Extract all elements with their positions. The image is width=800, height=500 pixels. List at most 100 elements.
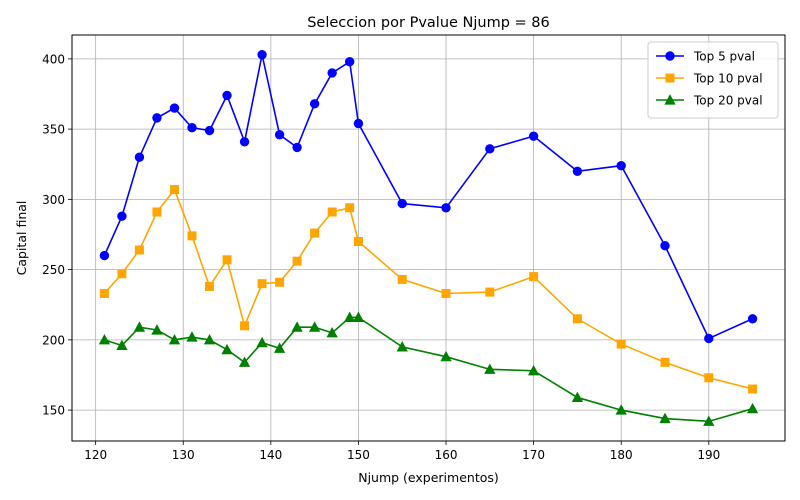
- data-point: [485, 144, 495, 154]
- data-point: [205, 281, 215, 291]
- data-point: [308, 321, 321, 332]
- x-tick-label: 180: [610, 448, 633, 462]
- data-point: [98, 333, 111, 345]
- data-point: [187, 231, 197, 241]
- data-point: [616, 160, 626, 171]
- chart-title: Seleccion por Pvalue Njump = 86: [307, 15, 550, 31]
- data-point: [133, 321, 146, 332]
- data-point: [168, 333, 181, 345]
- data-point: [222, 255, 232, 265]
- series-line: [104, 316, 753, 423]
- data-point: [660, 241, 670, 251]
- data-point: [117, 211, 127, 221]
- series-top-20-pval: [98, 311, 759, 426]
- data-point: [747, 314, 758, 324]
- data-point: [186, 331, 198, 342]
- data-point: [327, 207, 337, 217]
- y-tick-label: 250: [42, 263, 65, 277]
- legend-entry: Top 5 pval: [656, 50, 755, 64]
- data-point: [310, 228, 320, 238]
- data-point: [528, 131, 539, 141]
- y-tick-label: 300: [42, 193, 65, 207]
- legend-entry: Top 20 pval: [656, 94, 763, 108]
- data-point: [703, 415, 715, 426]
- legend-label: Top 20 pval: [693, 94, 763, 108]
- data-point: [440, 350, 452, 362]
- data-point: [151, 324, 163, 335]
- data-point: [134, 152, 145, 162]
- x-tick-label: 130: [172, 448, 195, 462]
- data-point: [240, 321, 250, 331]
- data-point: [292, 142, 302, 153]
- legend: Top 5 pval Top 10 pval Top 20 pval: [647, 41, 779, 119]
- x-tick-label: 140: [259, 448, 282, 462]
- data-point: [397, 198, 407, 209]
- legend-marker: [664, 94, 676, 105]
- data-point: [221, 343, 233, 355]
- data-point: [746, 402, 759, 414]
- data-point: [257, 279, 267, 289]
- data-point: [704, 373, 714, 383]
- data-point: [704, 333, 714, 344]
- data-point: [204, 125, 215, 136]
- legend-box: [647, 41, 779, 119]
- y-tick-label: 150: [42, 404, 65, 418]
- legend-entry: Top 10 pval: [656, 72, 763, 86]
- data-point: [660, 357, 670, 367]
- legend-marker: [665, 73, 675, 83]
- data-point: [169, 185, 179, 195]
- y-tick-label: 400: [42, 52, 65, 66]
- data-point: [344, 56, 355, 67]
- data-point: [187, 123, 197, 133]
- data-point: [529, 272, 539, 282]
- data-point: [309, 99, 320, 109]
- data-point: [659, 412, 671, 424]
- x-tick-label: 170: [522, 448, 545, 462]
- series-layer: [98, 49, 759, 426]
- ticks: 120 130 140 150 160 170 180 190 150 200 250 300 350 4…: [42, 52, 720, 462]
- series-top-5-pval: [99, 49, 758, 344]
- data-point: [441, 203, 451, 213]
- x-tick-label: 120: [84, 448, 107, 462]
- data-point: [396, 341, 408, 352]
- series-top-10-pval: [99, 185, 758, 394]
- data-point: [256, 336, 268, 348]
- data-point: [527, 364, 540, 376]
- data-point: [572, 314, 582, 324]
- x-tick-label: 190: [697, 448, 720, 462]
- data-point: [441, 288, 451, 298]
- x-tick-label: 160: [435, 448, 458, 462]
- data-point: [152, 113, 162, 123]
- data-point: [397, 274, 407, 284]
- y-axis-label: Capital final: [14, 201, 29, 276]
- data-point: [748, 384, 758, 394]
- data-point: [274, 130, 285, 140]
- legend-label: Top 10 pval: [693, 72, 763, 86]
- y-tick-label: 200: [42, 333, 65, 347]
- x-axis-label: Njump (experimentos): [358, 470, 499, 485]
- legend-marker: [665, 51, 675, 61]
- data-point: [291, 321, 303, 332]
- data-point: [615, 404, 627, 415]
- data-point: [352, 311, 365, 322]
- data-point: [572, 166, 583, 176]
- data-point: [485, 287, 495, 297]
- data-point: [353, 237, 363, 247]
- data-point: [99, 288, 109, 298]
- data-point: [353, 118, 364, 129]
- data-point: [484, 363, 496, 374]
- data-point: [203, 333, 216, 345]
- data-point: [238, 356, 251, 367]
- data-point: [292, 256, 302, 266]
- data-point: [134, 245, 144, 255]
- x-tick-label: 150: [347, 448, 370, 462]
- data-point: [327, 68, 337, 78]
- data-point: [116, 339, 128, 351]
- data-point: [326, 326, 338, 338]
- data-point: [344, 311, 356, 322]
- y-tick-label: 350: [42, 123, 65, 137]
- data-point: [275, 277, 285, 287]
- data-point: [169, 103, 180, 113]
